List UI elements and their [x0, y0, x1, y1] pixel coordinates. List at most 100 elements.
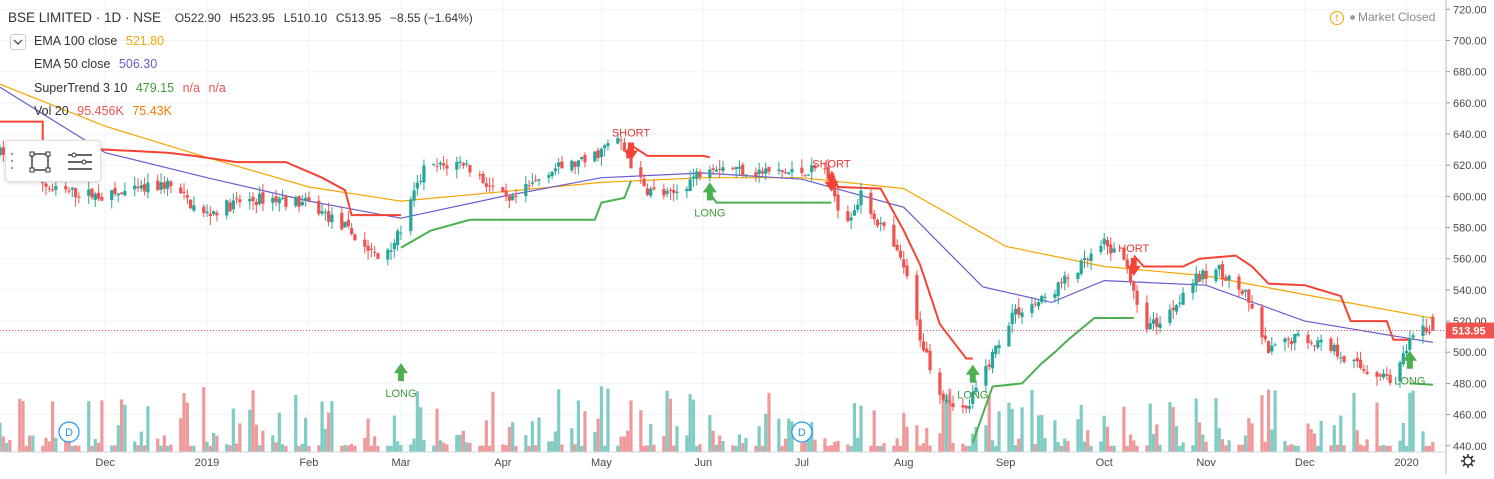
- candle-body: [662, 189, 666, 196]
- candle-body: [603, 145, 607, 149]
- volume-bar: [849, 445, 853, 452]
- legend-ema50[interactable]: EMA 50 close 506.30: [8, 53, 478, 77]
- candle-body: [665, 191, 669, 194]
- settings-gear-icon[interactable]: [1460, 453, 1476, 469]
- candle-body: [1404, 350, 1409, 354]
- volume-bar: [599, 386, 604, 452]
- legend-volume[interactable]: Vol 20 95.456K 75.43K: [8, 100, 478, 124]
- volume-bar: [90, 445, 94, 452]
- candle-body: [304, 197, 308, 201]
- candle-body: [415, 182, 419, 189]
- volume-bar: [846, 444, 850, 452]
- volume-bar: [488, 445, 492, 452]
- volume-bar: [27, 435, 32, 452]
- volume-bar: [777, 418, 781, 452]
- candle-body: [1342, 356, 1346, 362]
- x-tick-label: Dec: [95, 457, 115, 469]
- volume-bar: [1181, 442, 1185, 452]
- candle-body: [1286, 338, 1290, 340]
- rectangle-tool-icon[interactable]: [28, 150, 52, 174]
- candle-body: [162, 182, 166, 189]
- volume-bar: [438, 440, 442, 452]
- candle-body: [649, 188, 653, 196]
- volume-bar: [1043, 438, 1047, 452]
- volume-bar: [1408, 392, 1412, 452]
- candle-body: [156, 180, 160, 191]
- candle-body: [90, 188, 94, 198]
- legend-ema100[interactable]: EMA 100 close 521.80: [8, 30, 478, 54]
- volume-bar: [1148, 403, 1152, 452]
- volume-bar: [366, 418, 370, 452]
- candle-body: [1381, 373, 1386, 378]
- volume-bar: [228, 445, 232, 452]
- candle-body: [928, 350, 932, 371]
- volume-bar: [1112, 445, 1116, 452]
- volume-bar: [1191, 445, 1195, 452]
- candle-body: [1319, 339, 1323, 343]
- volume-bar: [50, 401, 55, 452]
- volume-bar: [225, 444, 229, 452]
- volume-bar: [1066, 441, 1070, 452]
- candle-body: [777, 169, 781, 171]
- candle-body: [330, 214, 334, 223]
- volume-bar: [323, 428, 327, 452]
- volume-bar: [731, 445, 735, 452]
- volume-bar: [297, 445, 301, 452]
- candle-body: [547, 175, 551, 178]
- volume-bar: [1332, 425, 1336, 452]
- signal-annotations: LONG SHORT LONG SHORT LONG HORT LONG D D: [58, 128, 1425, 443]
- symbol-name[interactable]: BSE LIMITED · 1D · NSE: [8, 10, 162, 25]
- volume-bar: [1293, 445, 1297, 452]
- candle-body: [849, 217, 853, 221]
- volume-bar: [649, 423, 653, 452]
- volume-bar: [277, 412, 281, 452]
- candle-body: [731, 168, 735, 170]
- volume-bar: [478, 445, 482, 452]
- candle-body: [530, 182, 534, 184]
- candle-body: [166, 180, 170, 189]
- volume-bar: [166, 445, 170, 452]
- candle-body: [507, 196, 511, 201]
- volume-bar: [435, 408, 439, 452]
- candle-body: [576, 160, 580, 167]
- volume-bar: [281, 444, 285, 452]
- volume-bar: [1076, 419, 1080, 452]
- candle-body: [419, 180, 423, 182]
- candle-body: [944, 399, 949, 402]
- candle-body: [511, 195, 515, 201]
- drag-handle-icon[interactable]: [10, 151, 14, 171]
- candle-body: [1296, 333, 1300, 336]
- volume-bar: [948, 388, 952, 452]
- candle-body: [1214, 269, 1218, 282]
- volume-bar: [990, 440, 995, 452]
- volume-bar: [1168, 402, 1172, 452]
- volume-bar: [1431, 442, 1435, 452]
- candle-body: [1431, 316, 1435, 331]
- volume-bar: [1404, 445, 1409, 452]
- candle-body: [297, 196, 301, 207]
- lines-tool-icon[interactable]: [66, 150, 94, 174]
- volume-bar: [215, 435, 219, 452]
- x-tick-label: Jul: [795, 457, 809, 469]
- legend-supertrend[interactable]: SuperTrend 3 10 479.15 n/a n/a: [8, 77, 478, 101]
- candle-body: [73, 188, 78, 198]
- candle-body: [409, 199, 413, 231]
- volume-bar: [524, 435, 528, 452]
- volume-bar: [189, 445, 193, 452]
- volume-bar: [665, 390, 669, 452]
- volume-bar: [833, 441, 837, 452]
- volume-bar: [639, 410, 643, 452]
- volume-bar: [1401, 422, 1405, 452]
- candle-body: [1398, 362, 1402, 382]
- candle-body: [1099, 245, 1103, 252]
- candle-body: [721, 167, 725, 172]
- volume-bar: [921, 443, 926, 452]
- settings-icon[interactable]: [10, 34, 26, 50]
- warning-icon[interactable]: !: [1330, 10, 1344, 25]
- dividend-marker-icon: [58, 421, 80, 443]
- volume-bar: [432, 445, 436, 452]
- candle-body: [96, 192, 101, 199]
